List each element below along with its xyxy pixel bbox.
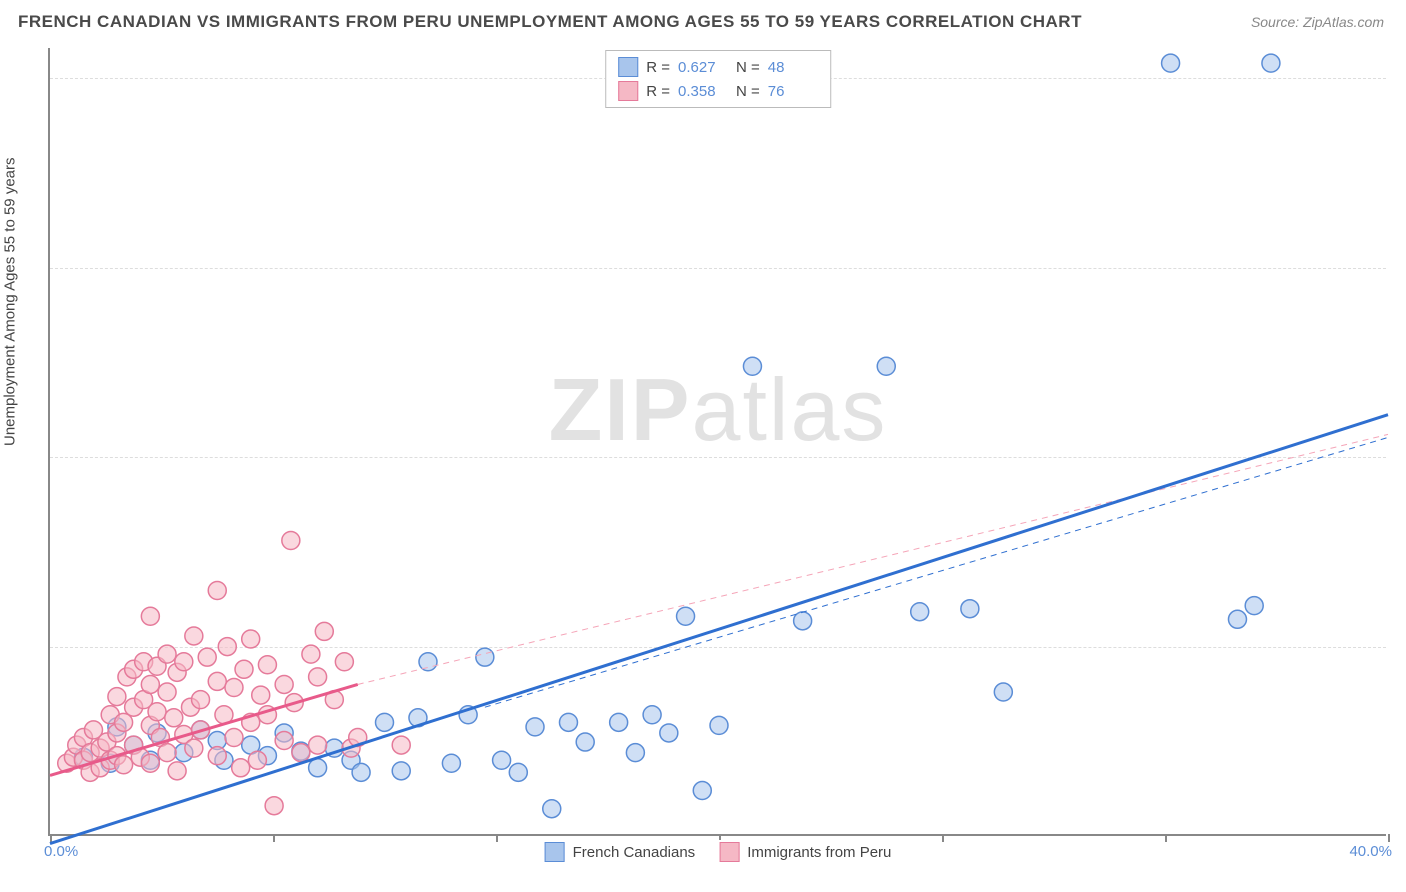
data-point <box>309 759 327 777</box>
data-point <box>559 713 577 731</box>
y-axis-label: Unemployment Among Ages 55 to 59 years <box>2 157 19 446</box>
data-point <box>392 762 410 780</box>
legend-swatch <box>719 842 739 862</box>
x-axis-max-label: 40.0% <box>1349 843 1392 860</box>
data-point <box>208 672 226 690</box>
data-point <box>315 622 333 640</box>
x-tick <box>1165 834 1167 842</box>
source-attribution: Source: ZipAtlas.com <box>1251 14 1384 30</box>
data-point <box>141 675 159 693</box>
data-point <box>693 782 711 800</box>
legend-label: Immigrants from Peru <box>747 844 891 861</box>
x-tick <box>273 834 275 842</box>
y-tick-label: 37.5% <box>1394 275 1406 292</box>
data-point <box>165 709 183 727</box>
data-point <box>248 751 266 769</box>
data-point <box>743 357 761 375</box>
data-point <box>493 751 511 769</box>
data-point <box>961 600 979 618</box>
data-point <box>1162 54 1180 72</box>
data-point <box>994 683 1012 701</box>
data-point <box>302 645 320 663</box>
data-point <box>1245 597 1263 615</box>
data-point <box>476 648 494 666</box>
data-point <box>643 706 661 724</box>
data-point <box>185 739 203 757</box>
data-point <box>115 756 133 774</box>
data-point <box>309 736 327 754</box>
legend-item: Immigrants from Peru <box>719 842 891 862</box>
data-point <box>509 763 527 781</box>
data-point <box>141 754 159 772</box>
data-point <box>911 603 929 621</box>
data-point <box>543 800 561 818</box>
data-point <box>335 653 353 671</box>
data-point <box>610 713 628 731</box>
data-point <box>275 675 293 693</box>
data-point <box>392 736 410 754</box>
data-point <box>275 732 293 750</box>
data-point <box>1262 54 1280 72</box>
data-point <box>877 357 895 375</box>
data-point <box>235 660 253 678</box>
data-point <box>158 683 176 701</box>
data-point <box>208 747 226 765</box>
data-point <box>192 691 210 709</box>
data-point <box>225 729 243 747</box>
data-point <box>148 703 166 721</box>
x-tick <box>50 834 52 842</box>
data-point <box>282 532 300 550</box>
y-tick-label: 12.5% <box>1394 654 1406 671</box>
data-point <box>185 627 203 645</box>
data-point <box>626 744 644 762</box>
data-point <box>265 797 283 815</box>
x-tick <box>496 834 498 842</box>
data-point <box>232 759 250 777</box>
legend-swatch <box>545 842 565 862</box>
x-axis-min-label: 0.0% <box>44 843 78 860</box>
data-point <box>376 713 394 731</box>
data-point <box>168 762 186 780</box>
plot-area: ZIPatlas 12.5%25.0%37.5%50.0% 0.0% 40.0%… <box>48 48 1386 836</box>
data-point <box>677 607 695 625</box>
data-point <box>419 653 437 671</box>
data-point <box>526 718 544 736</box>
x-tick <box>942 834 944 842</box>
legend-label: French Canadians <box>573 844 696 861</box>
chart-title: FRENCH CANADIAN VS IMMIGRANTS FROM PERU … <box>18 12 1082 32</box>
y-tick-label: 50.0% <box>1394 86 1406 103</box>
data-point <box>225 678 243 696</box>
x-tick <box>1388 834 1390 842</box>
trend-line <box>50 415 1388 844</box>
data-point <box>218 638 236 656</box>
data-point <box>258 656 276 674</box>
data-point <box>309 668 327 686</box>
data-point <box>158 645 176 663</box>
data-point <box>710 716 728 734</box>
series-legend: French Canadians Immigrants from Peru <box>535 840 902 864</box>
data-point <box>292 744 310 762</box>
data-point <box>442 754 460 772</box>
data-point <box>108 688 126 706</box>
data-point <box>208 582 226 600</box>
data-point <box>175 653 193 671</box>
data-point <box>576 733 594 751</box>
data-point <box>660 724 678 742</box>
data-point <box>1228 610 1246 628</box>
y-tick-label: 25.0% <box>1394 465 1406 482</box>
legend-item: French Canadians <box>545 842 696 862</box>
trend-line <box>485 437 1388 707</box>
data-point <box>158 744 176 762</box>
data-point <box>198 648 216 666</box>
data-point <box>252 686 270 704</box>
scatter-svg <box>50 48 1386 834</box>
trend-line <box>358 434 1388 684</box>
data-point <box>352 763 370 781</box>
data-point <box>242 630 260 648</box>
data-point <box>141 607 159 625</box>
